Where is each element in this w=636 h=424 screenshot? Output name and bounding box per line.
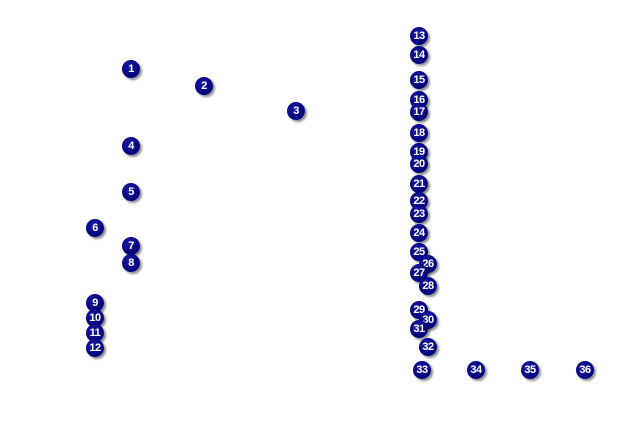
numbered-marker[interactable]: 3 bbox=[287, 102, 305, 120]
numbered-marker[interactable]: 7 bbox=[122, 237, 140, 255]
numbered-marker[interactable]: 5 bbox=[122, 183, 140, 201]
numbered-marker[interactable]: 14 bbox=[410, 46, 428, 64]
numbered-marker[interactable]: 8 bbox=[122, 254, 140, 272]
numbered-marker[interactable]: 32 bbox=[419, 338, 437, 356]
numbered-marker[interactable]: 21 bbox=[410, 175, 428, 193]
numbered-marker[interactable]: 11 bbox=[86, 324, 104, 342]
numbered-marker[interactable]: 9 bbox=[86, 294, 104, 312]
numbered-marker[interactable]: 35 bbox=[521, 361, 539, 379]
numbered-marker[interactable]: 12 bbox=[86, 339, 104, 357]
numbered-marker[interactable]: 10 bbox=[86, 309, 104, 327]
numbered-marker[interactable]: 2 bbox=[195, 77, 213, 95]
numbered-marker[interactable]: 28 bbox=[419, 277, 437, 295]
numbered-marker[interactable]: 23 bbox=[410, 205, 428, 223]
numbered-marker[interactable]: 33 bbox=[413, 361, 431, 379]
numbered-marker[interactable]: 18 bbox=[410, 124, 428, 142]
numbered-marker[interactable]: 15 bbox=[410, 71, 428, 89]
numbered-marker[interactable]: 6 bbox=[86, 219, 104, 237]
numbered-marker[interactable]: 4 bbox=[122, 137, 140, 155]
numbered-marker[interactable]: 13 bbox=[410, 27, 428, 45]
numbered-marker[interactable]: 24 bbox=[410, 224, 428, 242]
numbered-marker[interactable]: 1 bbox=[122, 60, 140, 78]
numbered-marker[interactable]: 36 bbox=[576, 361, 594, 379]
numbered-marker[interactable]: 20 bbox=[410, 155, 428, 173]
numbered-marker[interactable]: 17 bbox=[410, 103, 428, 121]
numbered-marker[interactable]: 31 bbox=[410, 320, 428, 338]
numbered-marker[interactable]: 34 bbox=[467, 361, 485, 379]
